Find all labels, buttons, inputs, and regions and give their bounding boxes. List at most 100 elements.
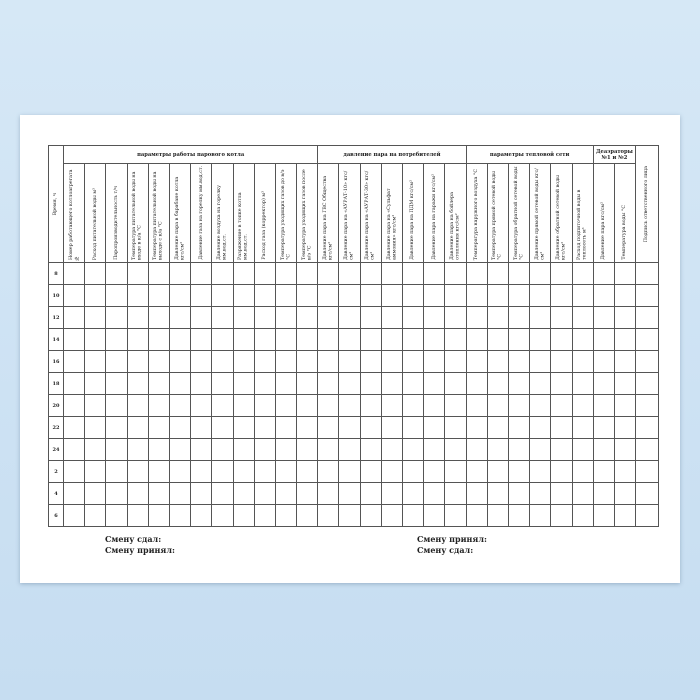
entry-cell[interactable] [211,416,234,439]
entry-cell[interactable] [486,306,509,329]
entry-cell[interactable] [529,284,552,307]
entry-cell[interactable] [126,394,149,417]
entry-cell[interactable] [338,460,361,483]
entry-cell[interactable] [126,504,149,527]
entry-cell[interactable] [253,504,276,527]
entry-cell[interactable] [423,416,446,439]
entry-cell[interactable] [338,306,361,329]
entry-cell[interactable] [423,438,446,461]
entry-cell[interactable] [592,416,615,439]
entry-cell[interactable] [613,350,637,373]
entry-cell[interactable] [62,394,86,417]
entry-cell[interactable] [147,438,170,461]
entry-cell[interactable] [274,284,298,307]
entry-cell[interactable] [232,262,255,285]
entry-cell[interactable] [465,394,488,417]
entry-cell[interactable] [380,372,404,395]
entry-cell[interactable] [507,482,531,505]
entry-cell[interactable] [380,394,404,417]
entry-cell[interactable] [147,460,170,483]
entry-cell[interactable] [84,394,107,417]
entry-cell[interactable] [274,482,298,505]
entry-cell[interactable] [190,504,213,527]
entry-cell[interactable] [635,482,660,505]
entry-cell[interactable] [84,438,107,461]
entry-cell[interactable] [423,350,446,373]
entry-cell[interactable] [486,504,509,527]
entry-cell[interactable] [168,306,192,329]
entry-cell[interactable] [296,328,319,351]
entry-cell[interactable] [635,460,660,483]
entry-cell[interactable] [529,438,552,461]
entry-cell[interactable] [147,394,170,417]
entry-cell[interactable] [126,416,149,439]
entry-cell[interactable] [317,306,340,329]
entry-cell[interactable] [529,372,552,395]
entry-cell[interactable] [296,394,319,417]
entry-cell[interactable] [253,438,276,461]
entry-cell[interactable] [507,262,531,285]
entry-cell[interactable] [550,350,573,373]
entry-cell[interactable] [296,438,319,461]
entry-cell[interactable] [253,394,276,417]
entry-cell[interactable] [190,438,213,461]
entry-cell[interactable] [105,284,128,307]
entry-cell[interactable] [444,460,467,483]
entry-cell[interactable] [147,306,170,329]
entry-cell[interactable] [592,350,615,373]
entry-cell[interactable] [359,504,382,527]
entry-cell[interactable] [613,284,637,307]
entry-cell[interactable] [592,372,615,395]
entry-cell[interactable] [423,328,446,351]
entry-cell[interactable] [211,394,234,417]
entry-cell[interactable] [359,438,382,461]
entry-cell[interactable] [105,372,128,395]
entry-cell[interactable] [635,504,660,527]
entry-cell[interactable] [529,460,552,483]
entry-cell[interactable] [571,394,594,417]
entry-cell[interactable] [211,306,234,329]
entry-cell[interactable] [84,482,107,505]
entry-cell[interactable] [444,394,467,417]
entry-cell[interactable] [317,394,340,417]
entry-cell[interactable] [444,306,467,329]
entry-cell[interactable] [380,262,404,285]
entry-cell[interactable] [465,482,488,505]
entry-cell[interactable] [380,284,404,307]
entry-cell[interactable] [401,328,425,351]
entry-cell[interactable] [296,504,319,527]
entry-cell[interactable] [486,438,509,461]
entry-cell[interactable] [401,460,425,483]
entry-cell[interactable] [84,460,107,483]
entry-cell[interactable] [253,262,276,285]
entry-cell[interactable] [444,482,467,505]
entry-cell[interactable] [274,262,298,285]
entry-cell[interactable] [211,460,234,483]
entry-cell[interactable] [274,504,298,527]
entry-cell[interactable] [507,372,531,395]
entry-cell[interactable] [592,306,615,329]
entry-cell[interactable] [84,504,107,527]
entry-cell[interactable] [147,350,170,373]
entry-cell[interactable] [253,328,276,351]
entry-cell[interactable] [444,350,467,373]
entry-cell[interactable] [486,284,509,307]
entry-cell[interactable] [190,328,213,351]
entry-cell[interactable] [635,350,660,373]
entry-cell[interactable] [507,416,531,439]
entry-cell[interactable] [380,416,404,439]
entry-cell[interactable] [147,372,170,395]
entry-cell[interactable] [168,350,192,373]
entry-cell[interactable] [190,306,213,329]
entry-cell[interactable] [401,350,425,373]
entry-cell[interactable] [105,262,128,285]
entry-cell[interactable] [338,284,361,307]
entry-cell[interactable] [338,438,361,461]
entry-cell[interactable] [444,372,467,395]
entry-cell[interactable] [571,460,594,483]
entry-cell[interactable] [338,372,361,395]
entry-cell[interactable] [168,438,192,461]
entry-cell[interactable] [592,394,615,417]
entry-cell[interactable] [550,394,573,417]
entry-cell[interactable] [274,438,298,461]
